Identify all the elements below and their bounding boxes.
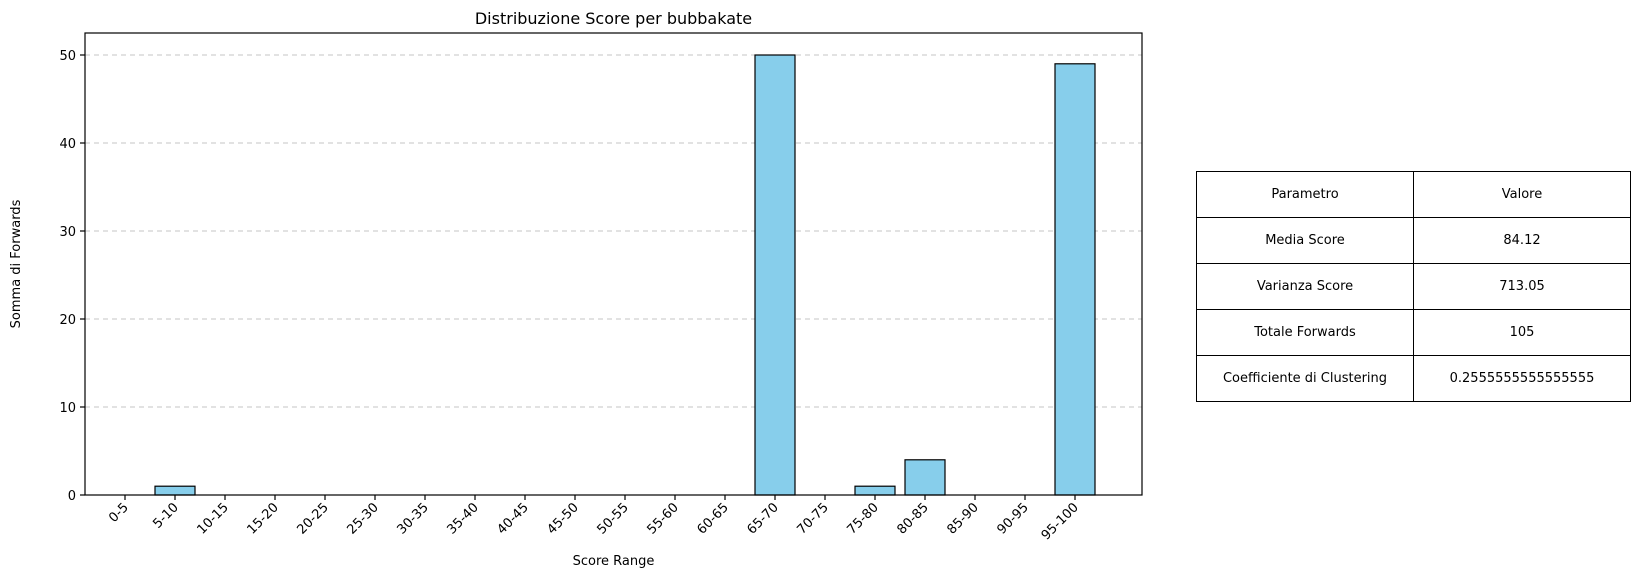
table-cell-param: Totale Forwards — [1196, 309, 1414, 356]
bar-75-80 — [854, 485, 896, 496]
x-tick-label: 95-100 — [1039, 500, 1082, 543]
x-tick-label: 75-80 — [845, 500, 882, 537]
chart-title: Distribuzione Score per bubbakate — [475, 9, 752, 28]
y-tick-label: 20 — [59, 313, 76, 328]
bar-95-100 — [1054, 63, 1096, 496]
y-tick-label: 50 — [59, 49, 76, 64]
table-header-row: Parametro Valore — [1196, 171, 1631, 218]
y-axis-ticks: 0 10 20 30 40 50 — [59, 49, 85, 504]
table-cell-value: 0.2555555555555555 — [1413, 355, 1631, 402]
bar-5-10 — [154, 485, 196, 496]
x-tick-label: 50-55 — [595, 500, 632, 537]
table-cell-param: Varianza Score — [1196, 263, 1414, 310]
x-tick-label: 40-45 — [495, 500, 532, 537]
table-cell-param: Coefficiente di Clustering — [1196, 355, 1414, 402]
x-tick-label: 80-85 — [895, 500, 932, 537]
x-tick-label: 45-50 — [545, 500, 582, 537]
x-tick-label: 15-20 — [245, 500, 282, 537]
grid-lines — [85, 54, 1142, 408]
plot-frame — [84, 32, 1143, 496]
y-tick-label: 40 — [59, 137, 76, 152]
y-tick-label: 0 — [68, 489, 76, 504]
bar-80-85 — [904, 459, 946, 496]
x-tick-label: 5-10 — [150, 500, 181, 531]
table-cell-value: 84.12 — [1413, 217, 1631, 264]
x-tick-label: 70-75 — [795, 500, 832, 537]
x-tick-label: 35-40 — [445, 500, 482, 537]
bars — [154, 54, 1096, 496]
x-axis-label: Score Range — [573, 554, 655, 569]
table-cell-value: 713.05 — [1413, 263, 1631, 310]
table-row: Coefficiente di Clustering 0.25555555555… — [1196, 355, 1631, 402]
table-row: Varianza Score 713.05 — [1196, 263, 1631, 310]
y-axis-label: Somma di Forwards — [9, 199, 24, 328]
bar-65-70 — [754, 54, 796, 496]
stats-table: Parametro Valore Media Score 84.12 Varia… — [1196, 171, 1631, 402]
table-row: Media Score 84.12 — [1196, 217, 1631, 264]
x-tick-label: 0-5 — [106, 500, 132, 526]
y-tick-label: 30 — [59, 225, 76, 240]
x-tick-label: 10-15 — [195, 500, 232, 537]
table-header-valore: Valore — [1413, 171, 1631, 218]
x-tick-label: 20-25 — [295, 500, 332, 537]
table-cell-value: 105 — [1413, 309, 1631, 356]
table-header-parametro: Parametro — [1196, 171, 1414, 218]
x-tick-label: 65-70 — [745, 500, 782, 537]
x-tick-label: 55-60 — [645, 500, 682, 537]
table-row: Totale Forwards 105 — [1196, 309, 1631, 356]
x-tick-label: 60-65 — [695, 500, 732, 537]
x-axis-ticks: 0-5 5-10 10-15 15-20 20-25 25-30 30-35 35-40 40-… — [106, 495, 1082, 543]
table-cell-param: Media Score — [1196, 217, 1414, 264]
x-tick-label: 30-35 — [395, 500, 432, 537]
y-tick-label: 10 — [59, 401, 76, 416]
x-tick-label: 90-95 — [995, 500, 1032, 537]
x-tick-label: 25-30 — [345, 500, 382, 537]
x-tick-label: 85-90 — [945, 500, 982, 537]
